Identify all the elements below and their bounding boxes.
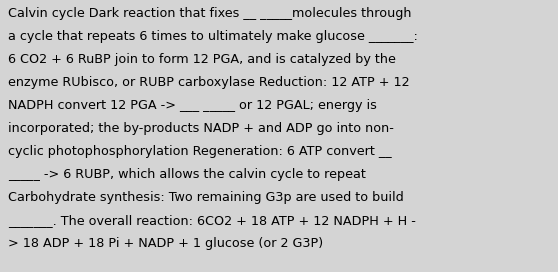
Text: Carbohydrate synthesis: Two remaining G3p are used to build: Carbohydrate synthesis: Two remaining G3… [8,191,403,204]
Text: enzyme RUbisco, or RUBP carboxylase Reduction: 12 ATP + 12: enzyme RUbisco, or RUBP carboxylase Redu… [8,76,410,89]
Text: cyclic photophosphorylation Regeneration: 6 ATP convert __: cyclic photophosphorylation Regeneration… [8,145,392,158]
Text: a cycle that repeats 6 times to ultimately make glucose _______:: a cycle that repeats 6 times to ultimate… [8,30,418,43]
Text: _______. The overall reaction: 6CO2 + 18 ATP + 12 NADPH + H -: _______. The overall reaction: 6CO2 + 18… [8,214,416,227]
Text: NADPH convert 12 PGA -> ___ _____ or 12 PGAL; energy is: NADPH convert 12 PGA -> ___ _____ or 12 … [8,99,377,112]
Text: _____ -> 6 RUBP, which allows the calvin cycle to repeat: _____ -> 6 RUBP, which allows the calvin… [8,168,365,181]
Text: incorporated; the by-products NADP + and ADP go into non-: incorporated; the by-products NADP + and… [8,122,394,135]
Text: > 18 ADP + 18 Pi + NADP + 1 glucose (or 2 G3P): > 18 ADP + 18 Pi + NADP + 1 glucose (or … [8,237,323,250]
Text: 6 CO2 + 6 RuBP join to form 12 PGA, and is catalyzed by the: 6 CO2 + 6 RuBP join to form 12 PGA, and … [8,53,396,66]
Text: Calvin cycle Dark reaction that fixes __ _____molecules through: Calvin cycle Dark reaction that fixes __… [8,7,411,20]
